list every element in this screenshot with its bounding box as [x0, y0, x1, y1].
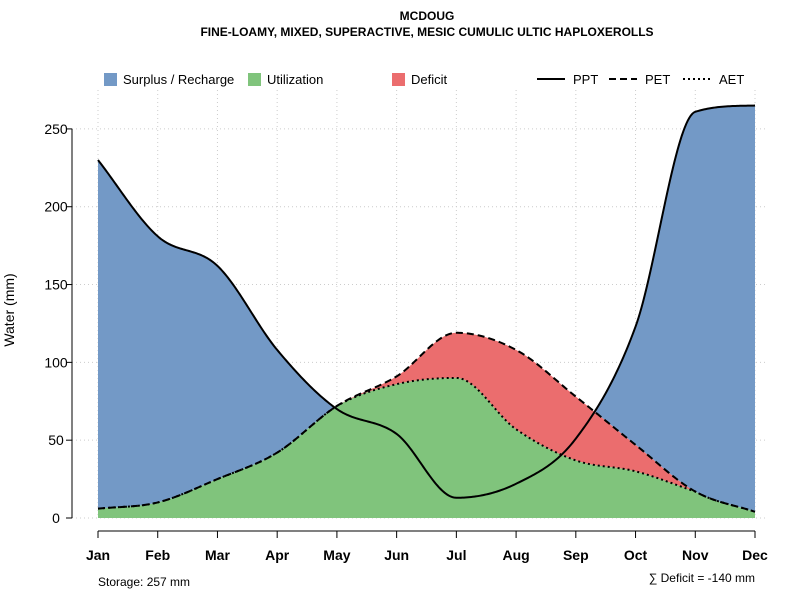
legend-label-surplus-recharge: Surplus / Recharge: [123, 72, 234, 87]
chart-subtitle: FINE-LOAMY, MIXED, SUPERACTIVE, MESIC CU…: [200, 25, 653, 39]
y-tick-label: 0: [52, 510, 60, 526]
chart-title: MCDOUG: [400, 9, 455, 23]
legend-label-utilization: Utilization: [267, 72, 323, 87]
areas: [98, 105, 755, 518]
series-lines: [97, 104, 756, 513]
y-tick-label: 150: [44, 277, 68, 293]
y-tick-label: 50: [48, 432, 64, 448]
ppt-line: [97, 104, 756, 499]
deficit-note: ∑ Deficit = -140 mm: [649, 571, 755, 585]
x-tick-label-sep: Sep: [563, 547, 589, 563]
x-tick-label-jun: Jun: [384, 547, 409, 563]
x-tick-label-aug: Aug: [502, 547, 529, 563]
x-tick-label-jan: Jan: [86, 547, 110, 563]
x-tick-label-dec: Dec: [742, 547, 768, 563]
legend-swatch-deficit: [392, 73, 405, 86]
pet-line: [97, 331, 756, 513]
y-tick-label: 100: [44, 354, 68, 370]
x-tick-label-nov: Nov: [682, 547, 709, 563]
x-tick-label-apr: Apr: [265, 547, 290, 563]
x-tick-label-mar: Mar: [205, 547, 230, 563]
x-tick-label-jul: Jul: [446, 547, 466, 563]
surplus-recharge-area: [98, 105, 755, 512]
y-tick-label: 200: [44, 199, 68, 215]
legend-swatch-surplus-recharge: [104, 73, 117, 86]
legend-label-deficit: Deficit: [411, 72, 448, 87]
y-tick-label: 250: [44, 121, 68, 137]
legend: Surplus / Recharge Utilization Deficit PPT P…: [104, 72, 744, 87]
legend-label-pet: PET: [645, 72, 670, 87]
storage-note: Storage: 257 mm: [98, 575, 190, 589]
y-axis-label: Water (mm): [1, 273, 17, 346]
legend-swatch-utilization: [248, 73, 261, 86]
legend-label-aet: AET: [719, 72, 744, 87]
x-tick-label-feb: Feb: [145, 547, 170, 563]
axes: 0 50 100 150 200 250 Jan Feb Mar Apr May Jun Jul Aug S…: [44, 121, 768, 563]
utilization-area: [98, 377, 755, 518]
x-tick-label-oct: Oct: [624, 547, 648, 563]
x-tick-label-may: May: [323, 547, 350, 563]
deficit-area: [98, 332, 755, 512]
legend-label-ppt: PPT: [573, 72, 598, 87]
